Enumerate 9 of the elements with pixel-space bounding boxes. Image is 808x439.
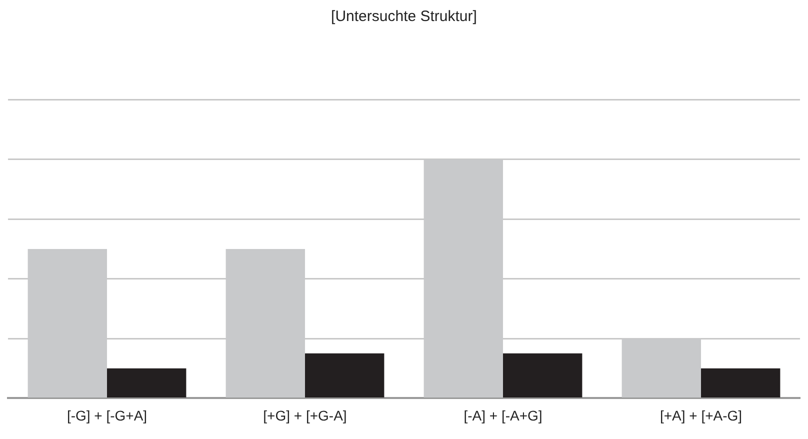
bar (305, 353, 384, 398)
x-tick-label: [-G] + [-G+A] (66, 407, 148, 424)
bar (107, 368, 186, 398)
x-tick-label: [+G] + [+G-A] (263, 407, 347, 424)
chart-title: [Untersuchte Struktur] (331, 8, 477, 26)
bar (503, 353, 582, 398)
x-tick-label: [+A] + [+A-G] (660, 407, 742, 424)
bar (701, 368, 780, 398)
x-tick-label: [-A] + [-A+G] (464, 407, 542, 424)
